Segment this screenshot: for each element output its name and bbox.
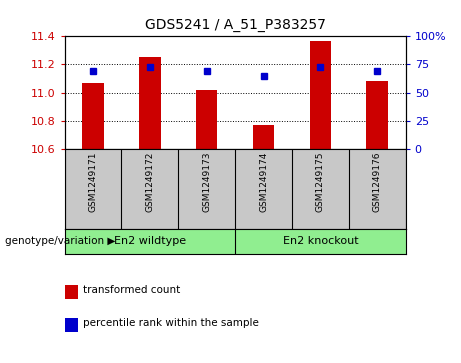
Text: GSM1249173: GSM1249173 [202,151,211,212]
Title: GDS5241 / A_51_P383257: GDS5241 / A_51_P383257 [145,19,325,33]
Bar [253,125,274,149]
Bar [196,90,218,149]
Text: percentile rank within the sample: percentile rank within the sample [83,318,259,328]
Text: GSM1249174: GSM1249174 [259,151,268,212]
Bar [366,81,388,149]
Text: GSM1249176: GSM1249176 [373,151,382,212]
Bar [139,57,160,149]
Bar [82,83,104,149]
Text: En2 wildtype: En2 wildtype [114,236,186,246]
Text: GSM1249175: GSM1249175 [316,151,325,212]
Text: En2 knockout: En2 knockout [283,236,358,246]
Text: transformed count: transformed count [83,285,180,295]
Text: GSM1249171: GSM1249171 [89,151,97,212]
Bar [310,41,331,149]
Text: genotype/variation ▶: genotype/variation ▶ [5,236,115,246]
Text: GSM1249172: GSM1249172 [145,151,154,212]
